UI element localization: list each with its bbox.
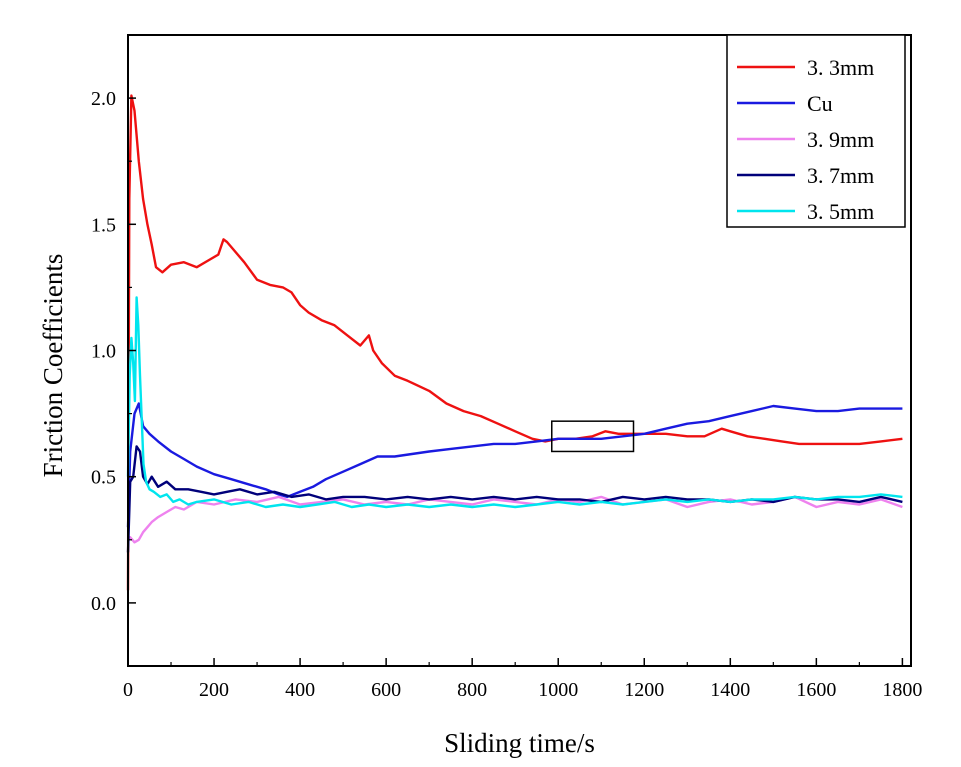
x-tick-label: 200: [199, 679, 229, 701]
series-line-0: [126, 94, 903, 591]
y-axis-label: Friction Coefficients: [38, 254, 68, 478]
x-tick-label: 1400: [710, 679, 750, 701]
legend-label: 3. 5mm: [807, 199, 874, 224]
x-tick-label: 800: [457, 679, 487, 701]
x-axis: 0 200 400 600 800 1000 1200 1400 1600 1800: [123, 658, 922, 701]
series-line-4: [126, 296, 903, 509]
x-tick-label: 0: [123, 679, 133, 701]
legend-label: 3. 9mm: [807, 127, 874, 152]
legend-label: Cu: [807, 91, 833, 116]
x-tick-label: 600: [371, 679, 401, 701]
x-tick-label: 1000: [538, 679, 578, 701]
y-tick-label: 1.0: [91, 341, 116, 363]
y-tick-label: 0.5: [91, 467, 116, 489]
x-tick-label: 1200: [624, 679, 664, 701]
y-axis: 0.0 0.5 1.0 1.5 2.0: [91, 34, 136, 667]
series-line-1: [126, 402, 903, 528]
x-axis-label: Sliding time/s: [444, 728, 595, 758]
annotation-box: [551, 420, 635, 453]
y-tick-label: 1.5: [91, 214, 116, 236]
x-tick-label: 1600: [796, 679, 836, 701]
legend-label: 3. 7mm: [807, 163, 874, 188]
y-tick-label: 2.0: [91, 88, 116, 110]
x-tick-label: 400: [285, 679, 315, 701]
legend-label: 3. 3mm: [807, 55, 874, 80]
y-tick-label: 0.0: [91, 593, 116, 615]
series-layer: [126, 94, 903, 591]
x-tick-label: 1800: [882, 679, 922, 701]
legend: 3. 3mm Cu 3. 9mm 3. 7mm 3. 5mm: [726, 34, 906, 228]
